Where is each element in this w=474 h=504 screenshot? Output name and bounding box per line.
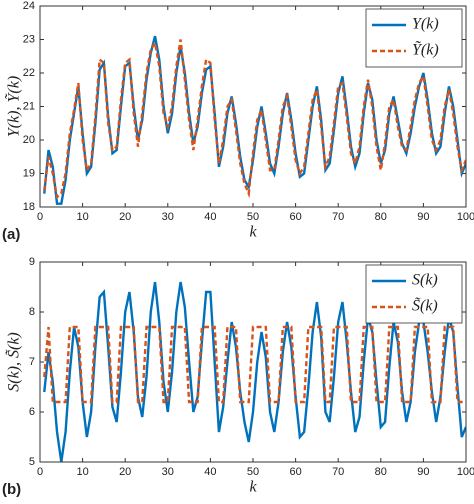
x-tick-label: 10 [76, 466, 88, 478]
x-axis-label: k [249, 479, 257, 496]
x-tick-label: 90 [417, 211, 429, 223]
x-tick-label: 100 [457, 466, 474, 478]
x-tick-label: 100 [457, 211, 474, 223]
legend-label: S(k) [412, 272, 438, 289]
x-tick-label: 40 [204, 466, 216, 478]
x-tick-label: 70 [332, 211, 344, 223]
y-tick-label: 7 [29, 356, 35, 368]
x-tick-label: 30 [162, 211, 174, 223]
data-line [43, 39, 466, 200]
y-axis-label: Y(k), Ỹ(k) [5, 76, 23, 137]
x-tick-label: 60 [289, 466, 301, 478]
x-tick-label: 10 [76, 211, 88, 223]
y-tick-label: 21 [23, 100, 35, 112]
x-tick-label: 90 [417, 466, 429, 478]
x-tick-label: 30 [162, 466, 174, 478]
legend-label: Y(k) [412, 16, 439, 33]
axes-box [39, 261, 467, 463]
legend-box [365, 264, 463, 324]
y-tick-label: 6 [29, 406, 35, 418]
legend-label: S̃(k) [412, 297, 438, 315]
x-tick-label: 50 [247, 211, 259, 223]
plot-lines [43, 281, 466, 462]
y-tick-label: 22 [23, 67, 35, 79]
x-tick-label: 80 [375, 211, 387, 223]
y-tick-label: 9 [29, 256, 35, 268]
data-line [43, 281, 466, 462]
x-tick-label: 60 [289, 211, 301, 223]
panel-label: (a) [2, 226, 20, 243]
x-axis-label: k [249, 224, 257, 241]
axes-box [39, 5, 467, 208]
x-tick-label: 0 [37, 466, 43, 478]
x-tick-label: 70 [332, 466, 344, 478]
x-tick-label: 50 [247, 466, 259, 478]
panel-label: (b) [2, 481, 21, 498]
x-tick-label: 80 [375, 466, 387, 478]
x-tick-label: 0 [37, 211, 43, 223]
x-tick-label: 40 [204, 211, 216, 223]
x-tick-label: 20 [119, 211, 131, 223]
y-tick-label: 5 [29, 456, 35, 468]
y-tick-label: 23 [23, 33, 35, 45]
y-tick-label: 19 [23, 167, 35, 179]
legend-box [365, 8, 463, 68]
plot-lines [43, 35, 466, 205]
y-tick-label: 24 [23, 0, 35, 12]
x-tick-label: 20 [119, 466, 131, 478]
y-tick-label: 18 [23, 201, 35, 213]
y-tick-label: 8 [29, 306, 35, 318]
legend-label: Ỹ(k) [412, 41, 439, 59]
y-tick-label: 20 [23, 134, 35, 146]
y-axis-label: S(k), S̃(k) [5, 332, 23, 392]
